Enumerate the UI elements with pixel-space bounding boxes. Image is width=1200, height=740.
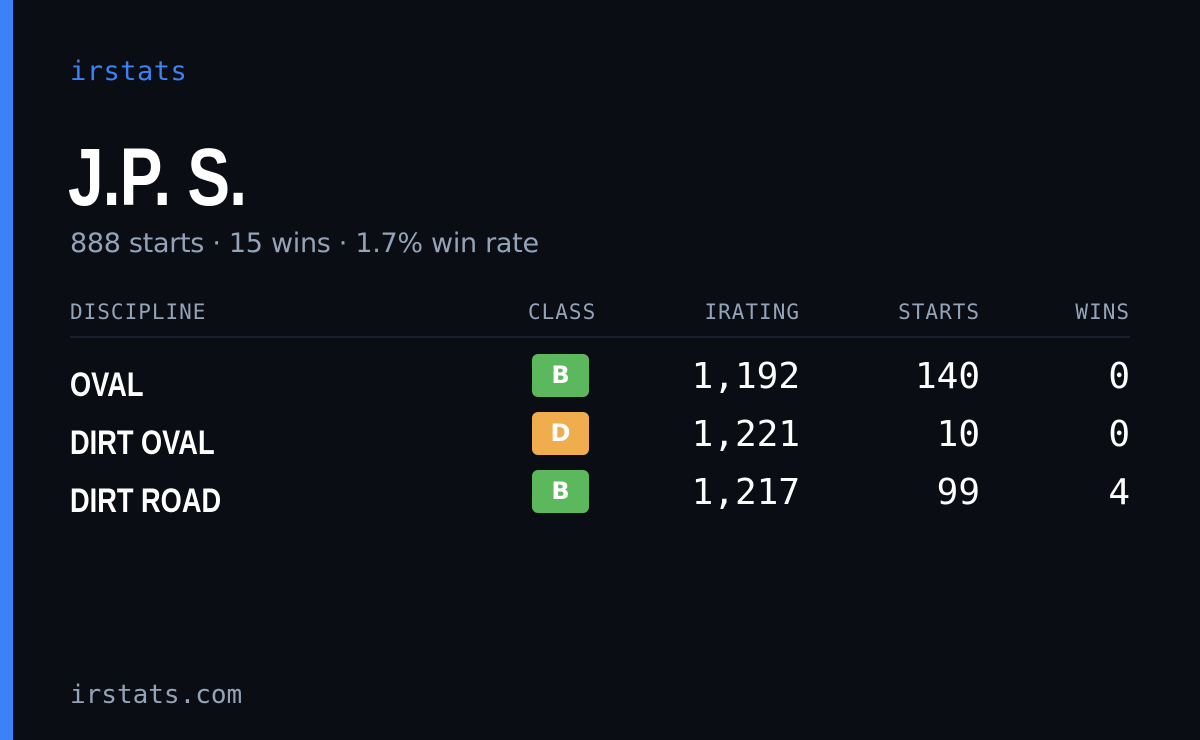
class-badge: D	[532, 412, 589, 455]
header-starts: STARTS	[898, 300, 980, 324]
accent-bar	[0, 0, 13, 740]
table-body: OVAL B 1,192 140 0 DIRT OVAL D 1,221 10 …	[70, 354, 1130, 528]
table-row: DIRT ROAD B 1,217 99 4	[70, 470, 1130, 528]
table-header: DISCIPLINE CLASS IRATING STARTS WINS	[70, 296, 1130, 338]
driver-name: J.P. S.	[68, 132, 247, 223]
starts-value: 99	[936, 472, 980, 513]
header-irating: IRATING	[704, 300, 800, 324]
wins-value: 4	[1108, 472, 1130, 513]
table-row: OVAL B 1,192 140 0	[70, 354, 1130, 412]
stats-table: DISCIPLINE CLASS IRATING STARTS WINS OVA…	[70, 296, 1130, 520]
class-badge: B	[532, 470, 589, 513]
starts-value: 140	[914, 356, 980, 397]
discipline-label: DIRT ROAD	[70, 482, 222, 520]
irating-value: 1,221	[691, 414, 800, 455]
discipline-label: OVAL	[70, 366, 144, 404]
wins-value: 0	[1108, 356, 1130, 397]
table-row: DIRT OVAL D 1,221 10 0	[70, 412, 1130, 470]
class-badge: B	[532, 354, 589, 397]
header-wins: WINS	[1075, 300, 1130, 324]
footer-url: irstats.com	[70, 680, 243, 710]
brand-logo: irstats	[70, 56, 188, 87]
irating-value: 1,192	[691, 356, 800, 397]
driver-summary: 888 starts · 15 wins · 1.7% win rate	[70, 228, 539, 259]
wins-value: 0	[1108, 414, 1130, 455]
discipline-label: DIRT OVAL	[70, 424, 215, 462]
header-discipline: DISCIPLINE	[70, 300, 207, 324]
header-class: CLASS	[528, 300, 597, 324]
irating-value: 1,217	[691, 472, 800, 513]
starts-value: 10	[936, 414, 980, 455]
